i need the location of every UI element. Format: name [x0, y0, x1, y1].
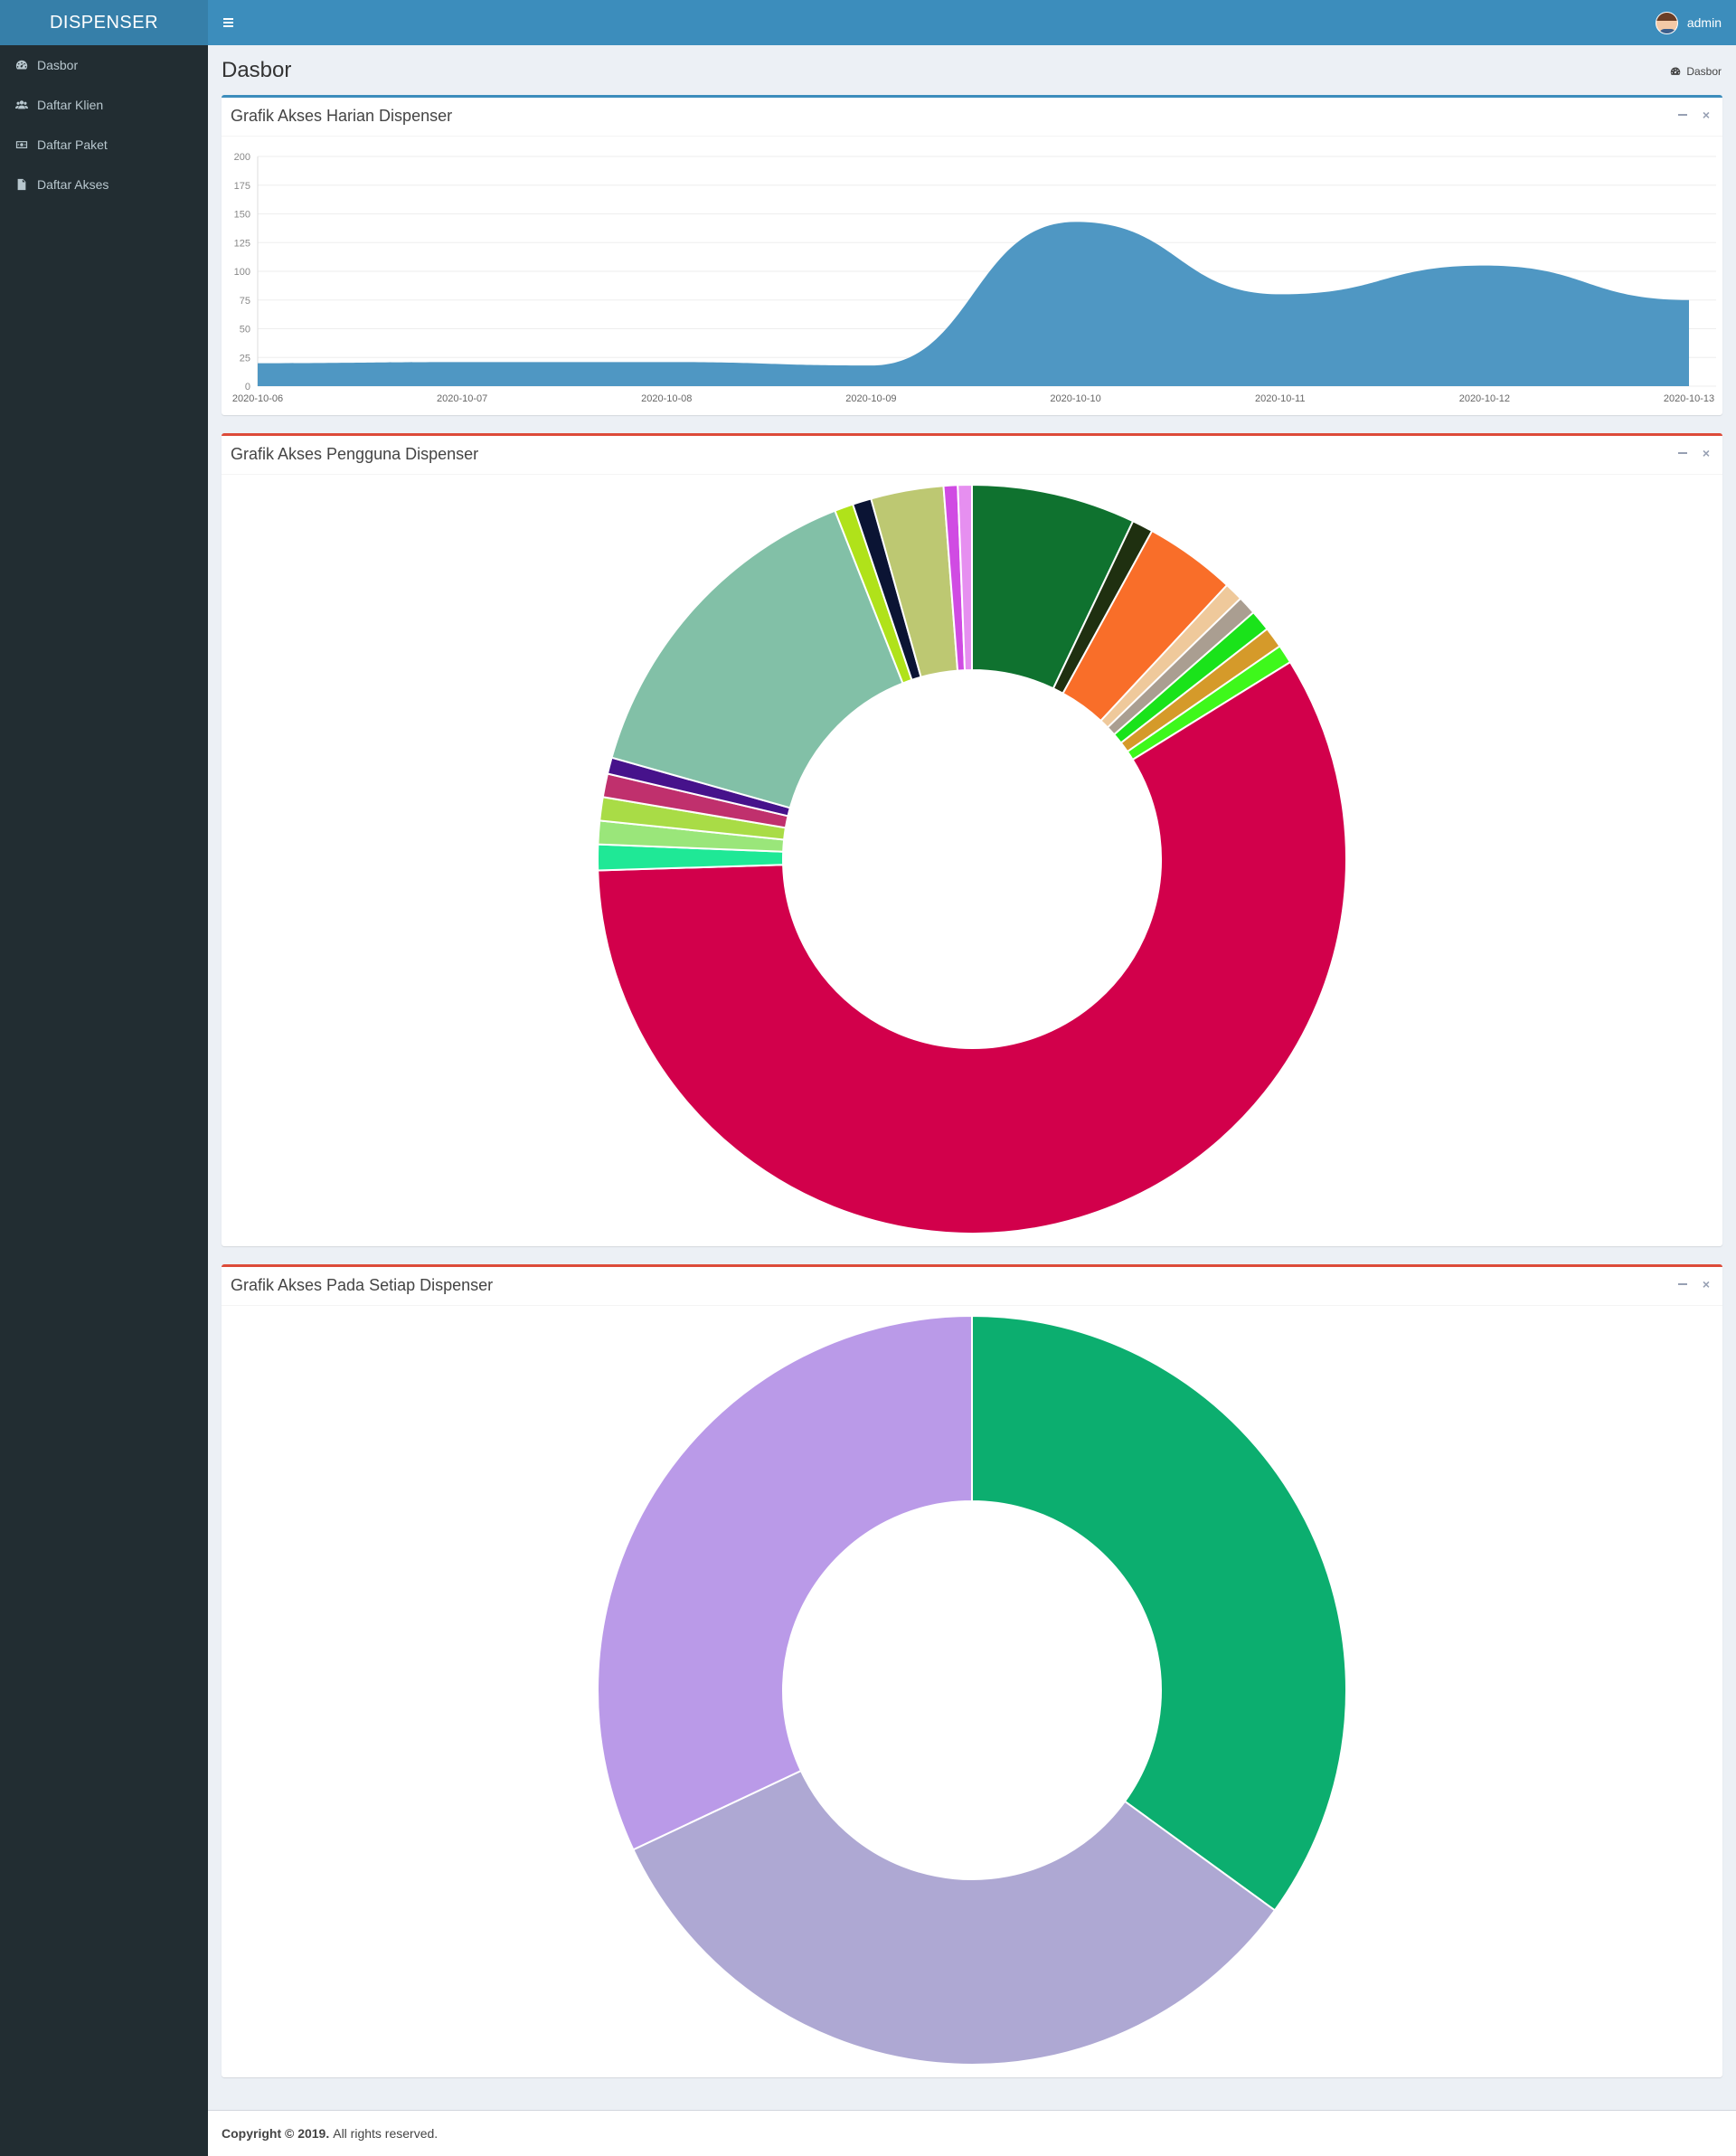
sidebar-item-label: Daftar Paket — [37, 137, 108, 152]
collapse-button[interactable] — [1677, 448, 1688, 459]
y-tick-label: 75 — [240, 296, 250, 307]
sidebar-toggle-button[interactable] — [221, 14, 239, 32]
user-access-chart — [597, 483, 1347, 1234]
y-tick-label: 25 — [240, 353, 250, 364]
sidebar-item-label: Daftar Klien — [37, 98, 104, 112]
dashboard-icon — [1671, 67, 1681, 75]
sidebar: DISPENSER Dasbor Daftar Klien Daftar Pak… — [0, 0, 208, 2156]
donut-slice — [971, 1314, 1347, 1912]
file-icon — [15, 178, 28, 191]
footer: Copyright © 2019. All rights reserved. — [208, 2110, 1736, 2156]
hamburger-icon — [223, 16, 233, 27]
user-access-box: Grafik Akses Pengguna Dispenser × — [222, 433, 1722, 1246]
y-tick-label: 175 — [234, 181, 250, 192]
x-tick-label: 2020-10-12 — [1459, 393, 1510, 404]
users-icon — [15, 99, 28, 111]
close-icon: × — [1702, 1277, 1711, 1291]
x-tick-label: 2020-10-06 — [232, 393, 283, 404]
donut-slice — [610, 509, 904, 809]
sidebar-item-daftar-akses[interactable]: Daftar Akses — [0, 165, 208, 204]
box-tools: × — [1677, 1277, 1712, 1291]
remove-button[interactable]: × — [1701, 446, 1712, 460]
y-tick-label: 125 — [234, 238, 250, 249]
dispenser-access-box: Grafik Akses Pada Setiap Dispenser × — [222, 1264, 1722, 2077]
x-tick-label: 2020-10-08 — [641, 393, 692, 404]
money-icon — [15, 138, 28, 151]
dashboard-icon — [15, 59, 28, 71]
dispenser-access-chart — [597, 1314, 1347, 2066]
sidebar-menu: Dasbor Daftar Klien Daftar Paket Daftar … — [0, 45, 208, 204]
donut-slice — [957, 483, 973, 672]
y-tick-label: 50 — [240, 325, 250, 336]
sidebar-item-dasbor[interactable]: Dasbor — [0, 45, 208, 85]
minus-icon — [1678, 114, 1687, 116]
box-tools: × — [1677, 108, 1712, 122]
top-navbar: admin — [208, 0, 1736, 45]
close-icon: × — [1702, 446, 1711, 460]
user-name: admin — [1686, 15, 1722, 30]
area-series — [258, 222, 1689, 386]
box-tools: × — [1677, 446, 1712, 460]
sidebar-item-label: Daftar Akses — [37, 177, 109, 192]
donut-slice — [597, 1314, 973, 1851]
breadcrumb-item: Dasbor — [1686, 65, 1722, 78]
copyright: Copyright © 2019. — [222, 2126, 330, 2141]
donut-slice — [632, 1769, 1277, 2066]
sidebar-item-label: Dasbor — [37, 58, 79, 72]
remove-button[interactable]: × — [1701, 1277, 1712, 1291]
box-title: Grafik Akses Harian Dispenser — [231, 107, 453, 125]
collapse-button[interactable] — [1677, 109, 1688, 120]
minus-icon — [1678, 452, 1687, 454]
daily-access-chart: 0 25 50 75 100 125 150 175 200 2020-10-06 2020-10-… — [232, 152, 1716, 404]
page-title: Dasbor — [222, 58, 292, 82]
user-menu[interactable]: admin — [1655, 0, 1722, 45]
sidebar-item-daftar-paket[interactable]: Daftar Paket — [0, 125, 208, 165]
y-tick-label: 0 — [245, 382, 250, 392]
box-title: Grafik Akses Pada Setiap Dispenser — [231, 1276, 494, 1294]
y-tick-label: 150 — [234, 210, 250, 221]
x-tick-label: 2020-10-13 — [1664, 393, 1714, 404]
avatar — [1655, 11, 1678, 34]
y-tick-label: 200 — [234, 152, 250, 163]
donut-slice — [597, 660, 1347, 1234]
x-tick-label: 2020-10-10 — [1050, 393, 1100, 404]
box-header: Grafik Akses Pengguna Dispenser × — [222, 436, 1722, 475]
app-logo[interactable]: DISPENSER — [0, 0, 208, 45]
rights-text: All rights reserved. — [333, 2126, 439, 2141]
daily-access-box: Grafik Akses Harian Dispenser × 0 25 50 75 1… — [222, 95, 1722, 415]
x-tick-label: 2020-10-11 — [1255, 393, 1305, 404]
x-tick-label: 2020-10-09 — [845, 393, 896, 404]
breadcrumb[interactable]: Dasbor — [1670, 65, 1722, 78]
x-tick-label: 2020-10-07 — [437, 393, 487, 404]
y-tick-label: 100 — [234, 267, 250, 278]
collapse-button[interactable] — [1677, 1279, 1688, 1290]
minus-icon — [1678, 1283, 1687, 1285]
box-header: Grafik Akses Pada Setiap Dispenser × — [222, 1267, 1722, 1306]
box-title: Grafik Akses Pengguna Dispenser — [231, 445, 479, 463]
remove-button[interactable]: × — [1701, 108, 1712, 122]
close-icon: × — [1702, 108, 1711, 122]
box-header: Grafik Akses Harian Dispenser × — [222, 98, 1722, 137]
sidebar-item-daftar-klien[interactable]: Daftar Klien — [0, 85, 208, 125]
